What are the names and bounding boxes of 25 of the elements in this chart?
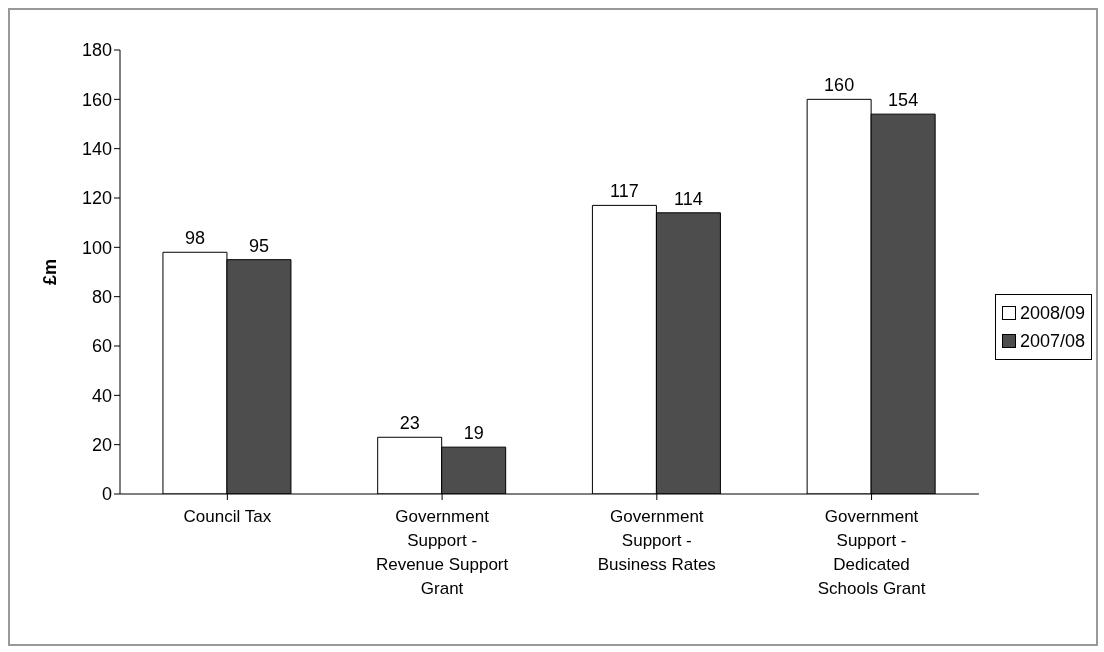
- y-tick-label: 180: [81, 40, 112, 61]
- y-tick-label: 20: [91, 435, 112, 456]
- y-axis-title: £m: [40, 258, 61, 286]
- data-label: 98: [184, 228, 205, 249]
- data-label: 114: [674, 188, 703, 209]
- y-tick-label: 0: [101, 484, 112, 505]
- y-tick-label: 160: [81, 89, 112, 110]
- data-label: 23: [399, 413, 420, 434]
- y-tick-label: 40: [91, 385, 112, 406]
- y-tick-label: 100: [81, 237, 112, 258]
- data-label: 19: [463, 423, 484, 444]
- y-tick-label: 140: [81, 139, 112, 160]
- legend-label: 2008/09: [1019, 302, 1085, 325]
- x-tick-label: Government Support - Revenue Support Grant: [375, 507, 509, 598]
- y-tick-label: 120: [81, 188, 112, 209]
- data-label: 160: [824, 75, 855, 96]
- legend-label: 2007/08: [1019, 330, 1085, 353]
- data-label: 117: [610, 181, 639, 202]
- x-tick-label: Government Support - Business Rates: [597, 507, 716, 574]
- y-tick-label: 80: [91, 287, 112, 308]
- y-tick-label: 60: [91, 336, 112, 357]
- x-tick-label: Council Tax: [183, 507, 272, 526]
- data-label: 95: [248, 235, 269, 256]
- x-tick-label: Government Support - Dedicated Schools Grant: [817, 507, 926, 598]
- data-label: 154: [888, 90, 919, 111]
